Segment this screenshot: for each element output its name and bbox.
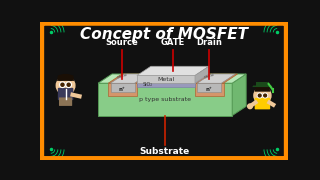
Polygon shape <box>252 86 273 87</box>
Polygon shape <box>232 74 246 116</box>
Circle shape <box>264 94 267 97</box>
Polygon shape <box>137 83 195 87</box>
FancyBboxPatch shape <box>58 88 73 100</box>
Text: p type substrate: p type substrate <box>139 97 191 102</box>
Circle shape <box>254 87 271 104</box>
Polygon shape <box>57 74 74 81</box>
Polygon shape <box>195 66 209 83</box>
Circle shape <box>56 76 75 95</box>
Text: Concept of MOSFET: Concept of MOSFET <box>80 27 248 42</box>
Text: Drain: Drain <box>196 38 222 47</box>
Circle shape <box>257 93 262 98</box>
Circle shape <box>248 104 252 109</box>
Circle shape <box>263 93 268 98</box>
Text: n⁺: n⁺ <box>119 87 125 92</box>
Polygon shape <box>195 83 224 96</box>
Polygon shape <box>98 83 232 116</box>
Polygon shape <box>255 86 270 92</box>
Polygon shape <box>108 74 151 83</box>
FancyBboxPatch shape <box>255 98 270 109</box>
Polygon shape <box>197 74 235 83</box>
Text: Metal: Metal <box>157 77 175 82</box>
Text: n⁺: n⁺ <box>205 87 212 92</box>
Circle shape <box>258 94 261 97</box>
Polygon shape <box>137 66 209 75</box>
Circle shape <box>60 82 65 87</box>
Text: SiO₂: SiO₂ <box>143 82 153 87</box>
Circle shape <box>61 83 64 86</box>
Polygon shape <box>195 74 238 83</box>
Polygon shape <box>98 74 246 83</box>
Polygon shape <box>137 74 209 83</box>
Polygon shape <box>108 83 137 96</box>
Polygon shape <box>110 74 148 83</box>
Circle shape <box>67 83 70 86</box>
Polygon shape <box>197 83 221 93</box>
Text: GATE: GATE <box>160 38 185 47</box>
Circle shape <box>66 82 71 87</box>
Text: Substrate: Substrate <box>140 147 190 156</box>
FancyBboxPatch shape <box>59 97 72 106</box>
Text: Metal: Metal <box>204 73 216 80</box>
Bar <box>256 82 268 85</box>
Text: Source: Source <box>106 38 139 47</box>
Polygon shape <box>137 75 195 83</box>
Text: Metal: Metal <box>117 73 129 80</box>
Polygon shape <box>110 83 134 93</box>
